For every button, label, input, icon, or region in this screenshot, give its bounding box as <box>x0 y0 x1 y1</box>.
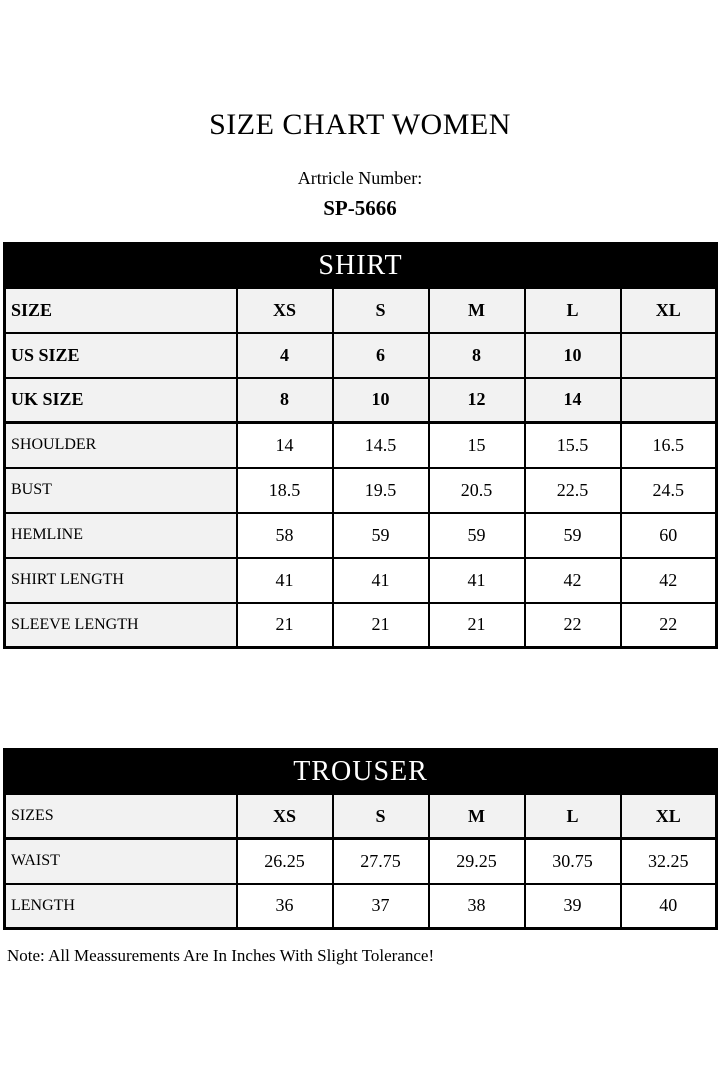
value-cell: L <box>523 286 622 334</box>
value-cell: M <box>427 286 526 334</box>
row-label-cell: SIZE <box>3 286 238 334</box>
value-cell: M <box>427 792 526 840</box>
page-title: SIZE CHART WOMEN <box>209 108 511 141</box>
value-cell: 21 <box>235 601 334 649</box>
value-cell: 14 <box>523 376 622 424</box>
value-cell: S <box>331 286 430 334</box>
value-cell: 14 <box>235 421 334 469</box>
value-cell: 40 <box>619 882 718 930</box>
value-cell: 22 <box>619 601 718 649</box>
trouser-size-table: TROUSER SIZES XS S M L XL WAIST 26.25 27… <box>2 748 719 930</box>
table-row: US SIZE 4 6 8 10 <box>3 331 718 379</box>
value-cell: 41 <box>331 556 430 604</box>
value-cell: 10 <box>331 376 430 424</box>
trouser-table-title: TROUSER <box>2 748 719 795</box>
value-cell: 14.5 <box>331 421 430 469</box>
value-cell: 26.25 <box>235 837 334 885</box>
note-text: Note: All Meassurements Are In Inches Wi… <box>7 946 435 965</box>
value-cell <box>619 331 718 379</box>
value-cell: 36 <box>235 882 334 930</box>
value-cell: 6 <box>331 331 430 379</box>
table-row: SHIRT LENGTH 41 41 41 42 42 <box>3 556 718 604</box>
value-cell: 24.5 <box>619 466 718 514</box>
trouser-table-header-row: TROUSER <box>2 748 719 795</box>
value-cell: 20.5 <box>427 466 526 514</box>
value-cell: 59 <box>523 511 622 559</box>
table-row: BUST 18.5 19.5 20.5 22.5 24.5 <box>3 466 718 514</box>
article-number-label: Artricle Number: <box>297 168 423 188</box>
value-cell: S <box>331 792 430 840</box>
value-cell: 4 <box>235 331 334 379</box>
shirt-size-table: SHIRT SIZE XS S M L XL US SIZE 4 6 8 10 … <box>2 242 719 649</box>
value-cell: 15 <box>427 421 526 469</box>
row-label-cell: US SIZE <box>3 331 238 379</box>
value-cell: XL <box>619 286 718 334</box>
table-row: HEMLINE 58 59 59 59 60 <box>3 511 718 559</box>
value-cell: 41 <box>427 556 526 604</box>
value-cell: L <box>523 792 622 840</box>
table-row: SIZES XS S M L XL <box>3 792 718 840</box>
value-cell: 21 <box>427 601 526 649</box>
row-label-cell: SLEEVE LENGTH <box>3 601 238 649</box>
table-row: LENGTH 36 37 38 39 40 <box>3 882 718 930</box>
value-cell: 22.5 <box>523 466 622 514</box>
table-row: SHOULDER 14 14.5 15 15.5 16.5 <box>3 421 718 469</box>
row-label-cell: SIZES <box>3 792 238 840</box>
row-label-cell: SHOULDER <box>3 421 238 469</box>
row-label-cell: BUST <box>3 466 238 514</box>
value-cell: 37 <box>331 882 430 930</box>
value-cell: 19.5 <box>331 466 430 514</box>
value-cell: 10 <box>523 331 622 379</box>
value-cell: 39 <box>523 882 622 930</box>
row-label-cell: LENGTH <box>3 882 238 930</box>
value-cell: 27.75 <box>331 837 430 885</box>
value-cell: 8 <box>235 376 334 424</box>
value-cell: 42 <box>523 556 622 604</box>
table-row: SIZE XS S M L XL <box>3 286 718 334</box>
value-cell: 60 <box>619 511 718 559</box>
value-cell: XS <box>235 286 334 334</box>
article-number-value: SP-5666 <box>323 196 397 220</box>
value-cell: 58 <box>235 511 334 559</box>
value-cell: XS <box>235 792 334 840</box>
value-cell: 12 <box>427 376 526 424</box>
value-cell: 16.5 <box>619 421 718 469</box>
shirt-table-title: SHIRT <box>2 242 719 289</box>
table-row: WAIST 26.25 27.75 29.25 30.75 32.25 <box>3 837 718 885</box>
value-cell: XL <box>619 792 718 840</box>
value-cell <box>619 376 718 424</box>
value-cell: 15.5 <box>523 421 622 469</box>
value-cell: 32.25 <box>619 837 718 885</box>
value-cell: 29.25 <box>427 837 526 885</box>
row-label-cell: WAIST <box>3 837 238 885</box>
row-label-cell: SHIRT LENGTH <box>3 556 238 604</box>
row-label-cell: UK SIZE <box>3 376 238 424</box>
row-label-cell: HEMLINE <box>3 511 238 559</box>
table-row: UK SIZE 8 10 12 14 <box>3 376 718 424</box>
value-cell: 22 <box>523 601 622 649</box>
value-cell: 18.5 <box>235 466 334 514</box>
value-cell: 30.75 <box>523 837 622 885</box>
value-cell: 59 <box>331 511 430 559</box>
value-cell: 8 <box>427 331 526 379</box>
value-cell: 38 <box>427 882 526 930</box>
value-cell: 21 <box>331 601 430 649</box>
value-cell: 41 <box>235 556 334 604</box>
table-row: SLEEVE LENGTH 21 21 21 22 22 <box>3 601 718 649</box>
value-cell: 59 <box>427 511 526 559</box>
value-cell: 42 <box>619 556 718 604</box>
shirt-table-header-row: SHIRT <box>2 242 719 289</box>
